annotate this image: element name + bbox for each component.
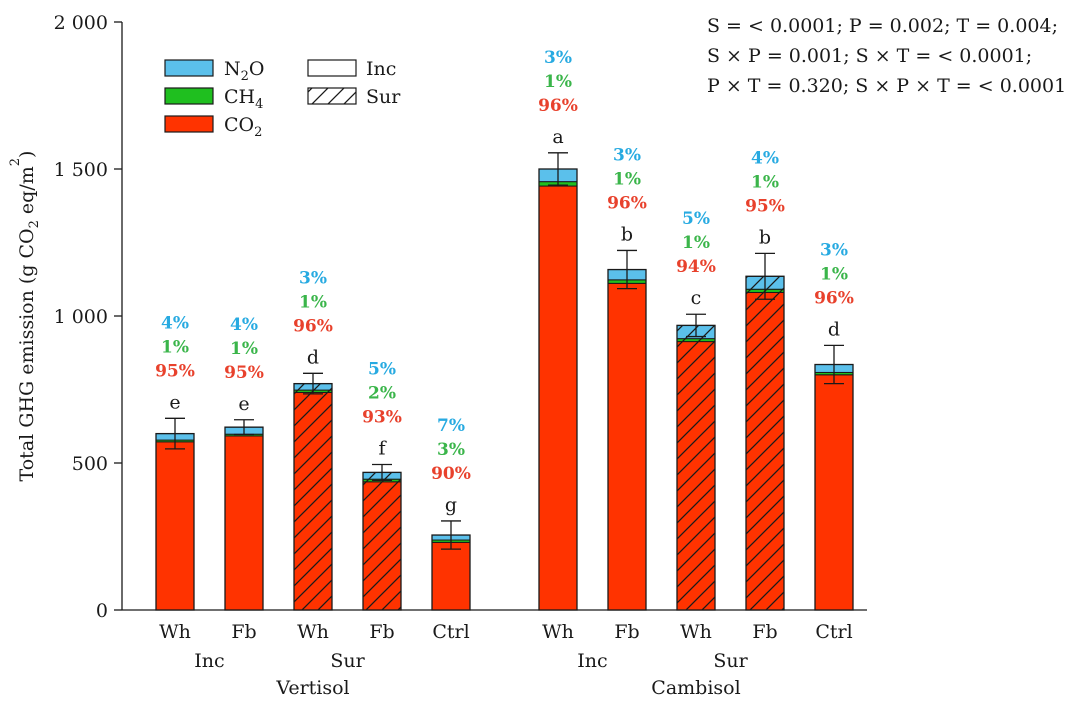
statistics-text: S = < 0.0001; P = 0.002; T = 0.004; S × P… <box>707 15 1066 97</box>
bar-segment-co2 <box>155 441 195 611</box>
pct-ch4-label: 3% <box>437 440 465 460</box>
pct-n2o-label: 4% <box>161 313 189 333</box>
legend-label-sur: Sur <box>366 86 401 108</box>
pct-co2-label: 95% <box>224 363 264 383</box>
significance-letter: f <box>378 437 387 459</box>
stats-line: P × T = 0.320; S × P × T = < 0.0001 <box>707 75 1066 97</box>
pct-ch4-label: 2% <box>368 383 396 403</box>
pct-n2o-label: 3% <box>613 145 641 165</box>
treatment-label-inc: Inc <box>194 650 224 672</box>
soil-label: Cambisol <box>651 677 740 699</box>
pct-co2-label: 93% <box>362 407 402 427</box>
bar-hatch <box>677 338 715 342</box>
pct-co2-label: 96% <box>814 288 854 308</box>
bar-segment-co2 <box>814 374 854 611</box>
y-tick-label: 1 500 <box>54 159 108 181</box>
pct-n2o-label: 5% <box>368 359 396 379</box>
pct-co2-label: 96% <box>538 96 578 116</box>
significance-letter: b <box>759 226 771 248</box>
treatment-label-sur: Sur <box>330 650 365 672</box>
x-tick-label: Wh <box>542 621 574 643</box>
pct-ch4-label: 1% <box>751 172 779 192</box>
legend-label-co2: CO2 <box>224 114 262 140</box>
pct-co2-label: 96% <box>607 193 647 213</box>
x-tick-label: Wh <box>159 621 191 643</box>
x-tick-label: Fb <box>614 621 639 643</box>
x-tick-label: Fb <box>231 621 256 643</box>
legend-label-ch4: CH4 <box>224 86 263 112</box>
y-tick-label: 0 <box>96 600 108 622</box>
legend-swatch-n2o <box>164 59 214 77</box>
x-tick-label: Ctrl <box>432 621 469 643</box>
x-tick-label: Wh <box>680 621 712 643</box>
bar-hatch <box>677 341 715 610</box>
pct-n2o-label: 7% <box>437 416 465 436</box>
pct-ch4-label: 1% <box>820 264 848 284</box>
stats-line: S × P = 0.001; S × T = < 0.0001; <box>707 45 1032 67</box>
pct-n2o-label: 4% <box>230 315 258 335</box>
pct-ch4-label: 1% <box>544 72 572 92</box>
legend-swatch-co2 <box>164 115 214 133</box>
significance-letter: c <box>691 287 702 309</box>
bar-segment-co2 <box>431 541 471 611</box>
pct-n2o-label: 4% <box>751 148 779 168</box>
pct-co2-label: 96% <box>293 316 333 336</box>
x-tick-label: Wh <box>297 621 329 643</box>
legend-swatch-inc <box>307 59 357 77</box>
treatment-label-inc: Inc <box>577 650 607 672</box>
significance-letter: a <box>552 126 563 148</box>
y-tick-label: 500 <box>72 453 108 475</box>
legend-swatch-ch4 <box>164 87 214 105</box>
bar-annotations: e 95% 1% 4% e 95% 1% 4% d 96% 1% 3% f 93% 2% 5% g 90% 3% 7%… <box>155 48 854 516</box>
legend-label-inc: Inc <box>366 58 396 80</box>
significance-letter: d <box>828 318 840 340</box>
pct-n2o-label: 5% <box>682 209 710 229</box>
y-tick-label: 2 000 <box>54 12 108 34</box>
pct-n2o-label: 3% <box>820 240 848 260</box>
significance-letter: b <box>621 223 633 245</box>
pct-co2-label: 95% <box>155 361 195 381</box>
pct-n2o-label: 3% <box>299 268 327 288</box>
bar-hatch <box>363 481 401 610</box>
significance-letter: g <box>445 494 457 516</box>
significance-letter: d <box>307 346 319 368</box>
soil-label: Vertisol <box>275 677 349 699</box>
pct-ch4-label: 1% <box>230 339 258 359</box>
pct-ch4-label: 1% <box>613 169 641 189</box>
pct-ch4-label: 1% <box>161 337 189 357</box>
x-tick-label: Fb <box>369 621 394 643</box>
pct-co2-label: 90% <box>431 464 471 484</box>
significance-letter: e <box>238 393 249 415</box>
treatment-label-sur: Sur <box>713 650 748 672</box>
significance-letter: e <box>169 391 180 413</box>
x-tick-label: Fb <box>752 621 777 643</box>
x-tick-label: Ctrl <box>815 621 852 643</box>
y-axis-title: Total GHG emission (g CO2 eq/m2) <box>8 151 42 482</box>
bars <box>155 152 854 611</box>
bar-segment-co2 <box>538 185 578 611</box>
pct-ch4-label: 1% <box>682 233 710 253</box>
y-tick-label: 1 000 <box>54 306 108 328</box>
pct-ch4-label: 1% <box>299 292 327 312</box>
bar-segment-co2 <box>224 435 264 611</box>
axes: 0 500 1 000 1 500 2 000 Total GHG emission (g… <box>8 12 867 699</box>
legend-hatch-sur <box>308 88 356 104</box>
pct-co2-label: 95% <box>745 196 785 216</box>
stats-line: S = < 0.0001; P = 0.002; T = 0.004; <box>707 15 1058 37</box>
bar-hatch <box>294 392 332 610</box>
bar-hatch <box>746 292 784 610</box>
pct-co2-label: 94% <box>676 257 716 277</box>
legend-label-n2o: N2O <box>224 58 264 84</box>
bar-segment-co2 <box>607 282 647 611</box>
pct-n2o-label: 3% <box>544 48 572 68</box>
